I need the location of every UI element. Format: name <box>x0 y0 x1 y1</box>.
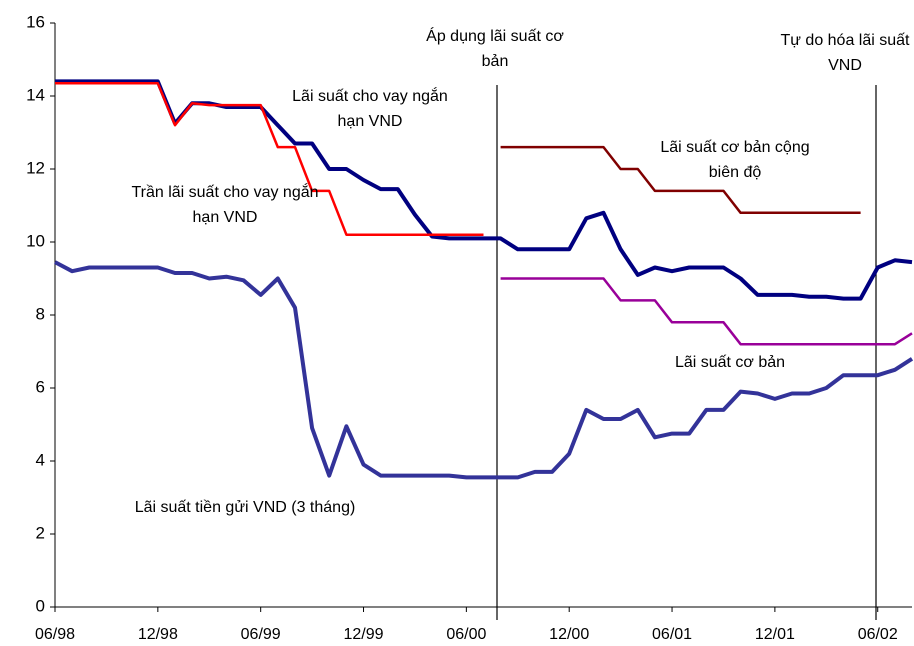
x-tick-label: 06/99 <box>241 626 281 643</box>
series-line <box>500 277 913 346</box>
series-line <box>500 145 861 215</box>
x-tick-label: 06/98 <box>35 626 75 643</box>
x-tick-label: 12/99 <box>343 626 383 643</box>
series-label: Lãi suất cho vay ngắn hạn VND <box>292 88 448 130</box>
annotation: Tự do hóa lãi suất VND <box>780 32 910 74</box>
x-tick-label: 12/00 <box>549 626 589 643</box>
y-tick-label: 2 <box>36 523 45 542</box>
x-tick-label: 06/00 <box>446 626 486 643</box>
series-label: Trần lãi suất cho vay ngắn hạn VND <box>131 184 319 226</box>
x-tick-label: 12/98 <box>138 626 178 643</box>
series-label: Lãi suất tiền gửi VND (3 tháng) <box>134 499 356 516</box>
y-tick-label: 16 <box>26 12 45 31</box>
series-line <box>54 260 914 480</box>
annotation: Áp dụng lãi suất cơ bản <box>426 28 564 70</box>
y-tick-label: 12 <box>26 158 45 177</box>
x-tick-label: 06/01 <box>652 626 692 643</box>
y-tick-label: 14 <box>26 85 45 104</box>
y-tick-label: 0 <box>36 596 45 615</box>
x-tick-label: 12/01 <box>755 626 795 643</box>
y-tick-label: 8 <box>36 304 45 323</box>
y-tick-label: 6 <box>36 377 45 396</box>
x-tick-label: 06/02 <box>858 626 898 643</box>
y-tick-label: 10 <box>26 231 45 250</box>
series-line <box>55 81 484 236</box>
series-label: Lãi suất cơ bản <box>674 354 786 371</box>
y-tick-label: 4 <box>36 450 45 469</box>
series-label: Lãi suất cơ bản cộng biên độ <box>660 139 810 181</box>
